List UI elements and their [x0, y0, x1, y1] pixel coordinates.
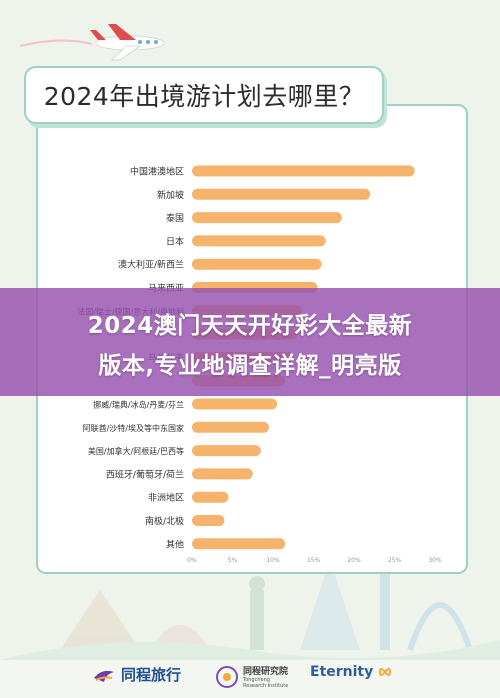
category-label-11: 阿联酋/沙特/埃及等中东国家 — [83, 423, 184, 433]
bar-16 — [192, 538, 286, 550]
bar-12 — [192, 445, 261, 457]
x-tick-label-1: 5% — [228, 557, 238, 564]
bar-14 — [192, 491, 229, 503]
bar-3 — [192, 235, 326, 247]
category-label-3: 日本 — [166, 235, 184, 247]
bar-1 — [192, 188, 371, 200]
research-logo-icon — [216, 665, 238, 688]
title-tab — [24, 66, 384, 124]
tongcheng-logo-icon — [94, 670, 114, 682]
chart-title: 2024年出境游计划去哪里？ — [43, 82, 365, 111]
logo-eternity: Eternity — [310, 664, 392, 680]
airplane-icon — [90, 24, 165, 61]
category-label-0: 中国港澳地区 — [130, 166, 184, 178]
overlay-banner — [0, 288, 500, 396]
footer — [0, 660, 500, 698]
category-label-14: 非洲地区 — [148, 492, 184, 504]
x-tick-label-5: 25% — [388, 557, 402, 564]
category-label-15: 南极/北极 — [145, 515, 184, 527]
overlay-line-1: 2024澳门天天开好彩大全最新 — [87, 313, 413, 339]
bar-15 — [192, 515, 225, 526]
logo-tongcheng: 同程旅行 — [92, 664, 181, 685]
bar-13 — [192, 468, 253, 480]
logo-eternity-text: Eternity — [310, 664, 374, 680]
x-tick-label-6: 30% — [428, 557, 442, 564]
logo-research-text: 同程研究院 — [243, 667, 289, 677]
x-tick-label-2: 10% — [266, 557, 280, 564]
category-label-12: 美国/加拿大/阿根廷/巴西等 — [88, 446, 184, 456]
category-label-16: 其他 — [166, 538, 184, 550]
eternity-logo-icon — [379, 668, 392, 676]
x-tick-label-4: 20% — [347, 557, 361, 564]
logo-research-sub1: Tongcheng — [243, 677, 270, 683]
bar-0 — [192, 165, 415, 177]
logo-research-sub2: Research Institute — [243, 683, 289, 689]
bar-4 — [192, 258, 322, 270]
category-label-4: 澳大利亚/新西兰 — [118, 259, 184, 271]
bar-2 — [192, 212, 342, 224]
x-tick-label-0: 0% — [187, 557, 197, 564]
logo-research: 同程研究院 Tongcheng Research Institute — [216, 664, 288, 689]
category-label-2: 泰国 — [166, 212, 184, 224]
logo-tongcheng-text: 同程旅行 — [121, 666, 182, 684]
bar-10 — [192, 398, 278, 410]
category-label-1: 新加坡 — [157, 189, 184, 201]
category-label-13: 西班牙/葡萄牙/荷兰 — [106, 468, 184, 480]
overlay-line-2: 版本,专业地调查详解_明亮版 — [98, 353, 402, 379]
category-label-10: 挪威/瑞典/冰岛/丹麦/芬兰 — [93, 400, 184, 410]
x-tick-label-3: 15% — [307, 557, 321, 564]
bar-11 — [192, 421, 269, 433]
